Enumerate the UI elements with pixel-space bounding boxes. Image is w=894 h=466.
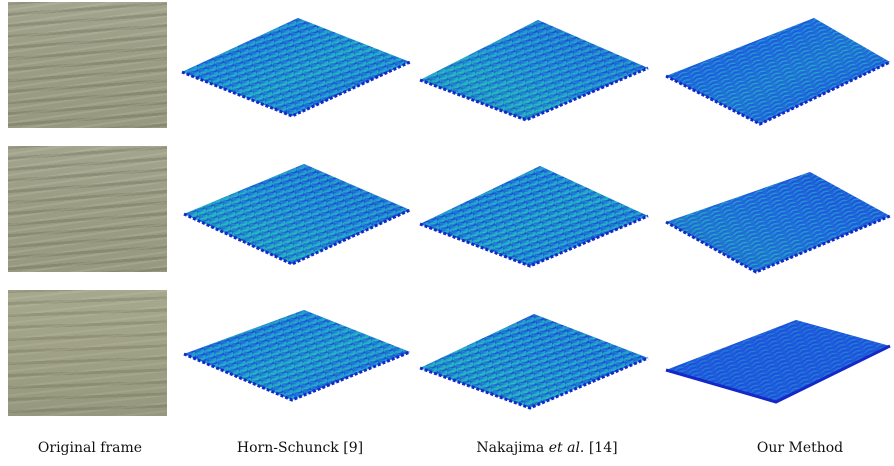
nakajima-surface-row-2 <box>419 166 649 268</box>
horn-schunck-surface-row-3 <box>183 310 411 402</box>
caption-nakajima-etal: et al. <box>548 440 585 456</box>
caption-horn-schunck: Horn-Schunck [9] <box>225 440 375 456</box>
caption-our-method: Our Method <box>740 440 860 456</box>
nakajima-surface-row-1 <box>419 20 649 122</box>
caption-original-text: Original frame <box>37 440 143 456</box>
ours-surface-row-2 <box>665 172 891 274</box>
original-frame-row-2 <box>8 146 167 272</box>
nakajima-surface-row-3 <box>419 314 649 410</box>
caption-nakajima-suffix: [14] <box>584 440 618 456</box>
ours-surface-row-3 <box>665 320 891 404</box>
horn-schunck-surface-row-2 <box>183 164 411 266</box>
original-frame-row-3 <box>8 290 167 416</box>
caption-nakajima-prefix: Nakajima <box>476 440 549 456</box>
caption-nakajima: Nakajima et al. [14] <box>462 440 632 456</box>
caption-original-frame: Original frame <box>15 440 165 456</box>
caption-horn-text: Horn-Schunck [9] <box>236 440 364 456</box>
horn-schunck-surface-row-1 <box>181 18 411 118</box>
original-frame-row-1 <box>8 2 167 128</box>
ours-surface-row-1 <box>665 18 891 126</box>
caption-ours-text: Our Method <box>756 440 844 456</box>
